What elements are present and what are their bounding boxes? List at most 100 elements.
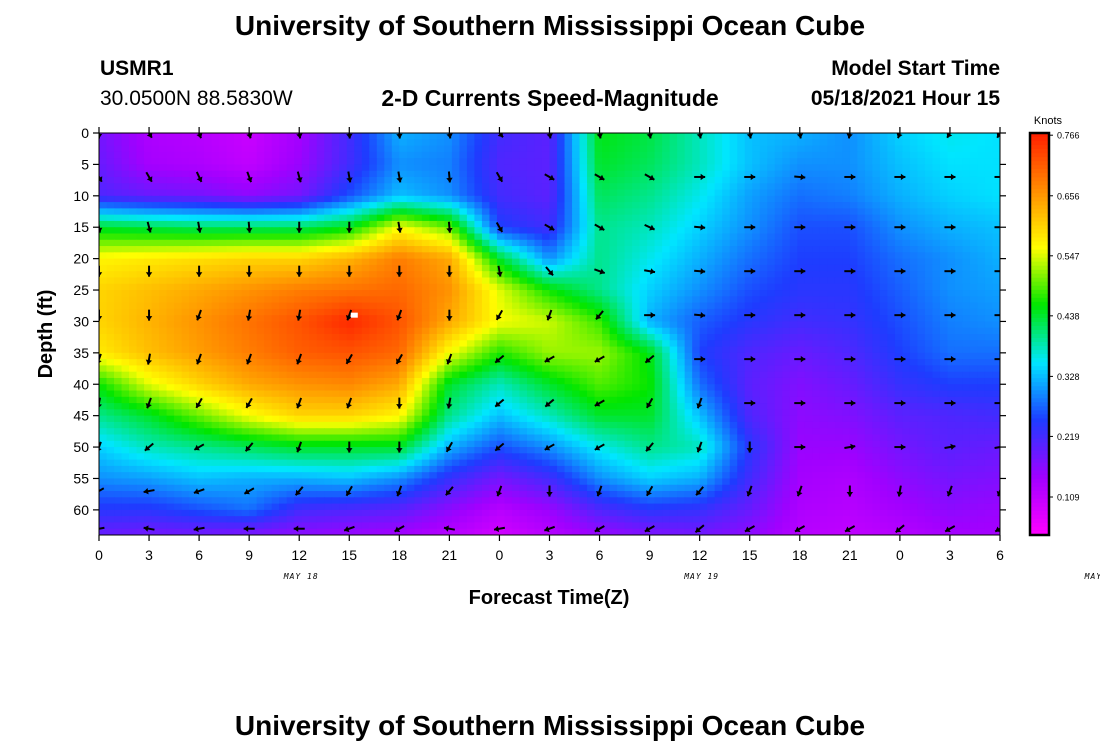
heat-cell — [954, 151, 964, 159]
heat-cell — [196, 139, 205, 147]
heat-cell — [316, 208, 325, 216]
heat-cell — [136, 258, 145, 266]
heat-cell — [354, 352, 363, 360]
heat-cell — [316, 139, 325, 147]
heat-cell — [121, 189, 130, 197]
heat-cell — [534, 321, 543, 329]
heat-cell — [677, 246, 686, 253]
heat-cell — [602, 321, 611, 329]
heat-cell — [692, 283, 701, 291]
heat-cell — [421, 220, 430, 228]
heat-cell — [752, 340, 761, 348]
heat-cell — [804, 327, 813, 335]
heat-cell — [759, 158, 768, 166]
heat-cell — [241, 202, 250, 209]
heat-cell — [857, 352, 866, 360]
heat-cell — [406, 315, 415, 323]
heat-cell — [354, 346, 363, 354]
heat-cell — [151, 271, 160, 279]
heat-cell — [707, 145, 716, 153]
heat-cell — [879, 315, 888, 323]
heat-cell — [489, 246, 498, 253]
heat-cell — [992, 145, 1000, 153]
heat-cell — [286, 277, 295, 285]
heat-cell — [744, 145, 753, 153]
heat-cell — [519, 164, 528, 172]
heat-cell — [481, 233, 491, 241]
heat-cell — [774, 170, 783, 178]
heat-cell — [909, 377, 919, 385]
heat-cell — [114, 183, 123, 191]
heat-cell — [301, 377, 310, 385]
heat-cell — [609, 340, 618, 348]
heat-cell — [909, 271, 919, 279]
heat-cell — [564, 390, 573, 398]
heat-cell — [834, 214, 843, 222]
heat-cell — [992, 227, 1000, 235]
heat-cell — [707, 233, 716, 241]
heat-cell — [429, 315, 438, 323]
heat-cell — [722, 290, 731, 297]
heat-cell — [271, 133, 280, 140]
heat-cell — [511, 233, 521, 241]
heat-cell — [759, 371, 768, 379]
heat-cell — [834, 315, 843, 323]
heat-cell — [504, 258, 513, 266]
heat-cell — [624, 189, 633, 197]
heat-cell — [519, 315, 528, 323]
heat-cell — [99, 334, 108, 341]
heat-cell — [707, 340, 716, 348]
heat-cell — [354, 377, 363, 385]
heat-cell — [857, 308, 866, 316]
heat-cell — [699, 290, 708, 297]
heat-cell — [984, 352, 994, 360]
heat-cell — [722, 183, 731, 191]
heat-cell — [879, 139, 888, 147]
heat-cell — [969, 290, 979, 297]
heat-cell — [797, 352, 806, 360]
heat-cell — [444, 296, 453, 304]
heat-cell — [692, 202, 701, 209]
heat-cell — [842, 377, 851, 385]
heat-cell — [909, 189, 919, 197]
heat-cell — [654, 321, 663, 329]
heat-cell — [602, 290, 611, 297]
heat-cell — [159, 264, 168, 272]
heat-cell — [909, 334, 919, 341]
heat-cell — [684, 283, 693, 291]
heat-cell — [624, 359, 633, 367]
heat-cell — [819, 384, 828, 392]
heat-cell — [684, 271, 693, 279]
heat-cell — [489, 302, 498, 310]
heat-cell — [324, 202, 333, 209]
heat-cell — [932, 208, 941, 216]
heat-cell — [894, 290, 903, 297]
heat-cell — [166, 151, 175, 159]
heat-cell — [812, 359, 821, 367]
heat-cell — [436, 176, 445, 184]
heat-cell — [406, 258, 415, 266]
heat-cell — [827, 176, 836, 184]
heat-cell — [151, 283, 160, 291]
heat-cell — [797, 151, 806, 159]
heat-cell — [947, 334, 956, 341]
heat-cell — [174, 352, 183, 360]
heat-cell — [166, 377, 175, 385]
heat-cell — [151, 151, 160, 159]
heat-cell — [752, 133, 761, 140]
heat-cell — [294, 340, 303, 348]
heat-cell — [714, 233, 723, 241]
heat-cell — [241, 158, 250, 166]
heat-cell — [579, 195, 588, 203]
heat-cell — [677, 346, 686, 354]
heat-cell — [316, 377, 325, 385]
heat-cell — [181, 377, 190, 385]
heat-cell — [902, 308, 911, 316]
heat-cell — [399, 352, 408, 360]
heat-cell — [797, 283, 806, 291]
heat-cell — [309, 139, 318, 147]
heat-cell — [857, 183, 866, 191]
heat-cell — [954, 283, 964, 291]
heat-cell — [714, 377, 723, 385]
heat-cell — [729, 183, 738, 191]
